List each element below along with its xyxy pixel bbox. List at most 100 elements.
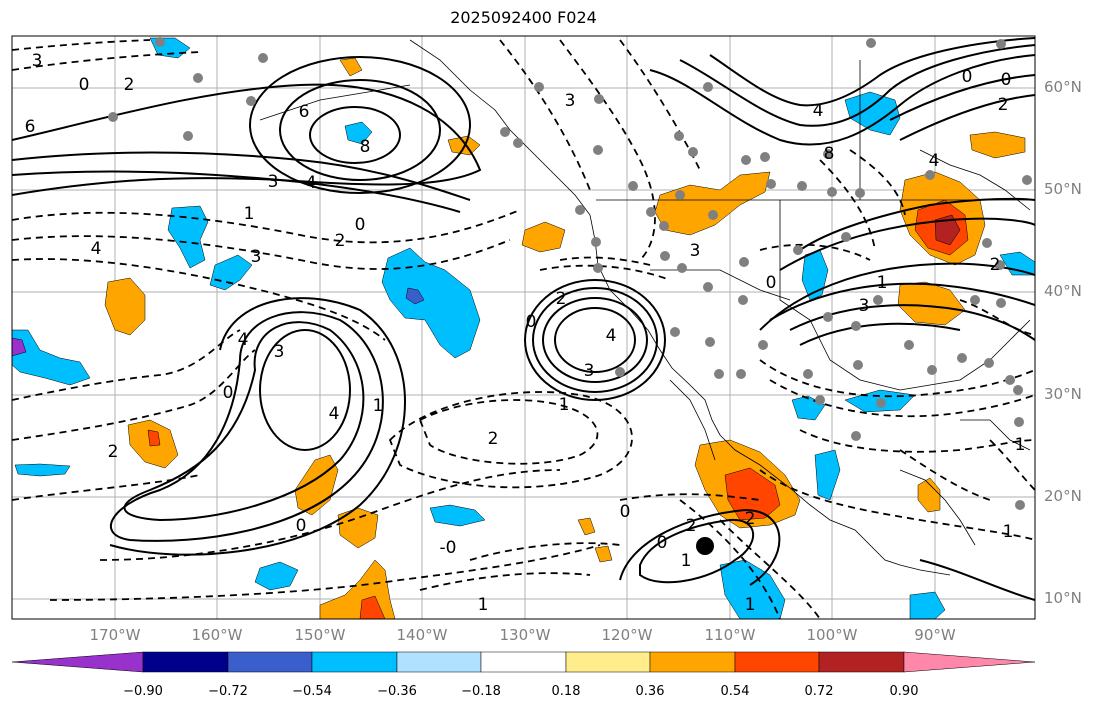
colorbar-segment [227,651,313,673]
fill-blob [381,247,481,359]
contour-label: 6 [299,102,310,122]
colorbar-segment [142,651,229,673]
longitude-label: 170°W [89,626,141,644]
contour-label: 0 [526,312,537,332]
fill-blob [934,214,961,246]
contour-label: 0 [79,75,90,95]
fill-blob [12,329,91,386]
contour-label: 4 [929,151,940,171]
fill-blob [254,561,299,591]
fill-blob [344,121,373,145]
colorbar-segment [311,651,398,673]
contour-label: 0 [766,273,777,293]
contour-label: 3 [584,361,595,381]
contour-label: 2 [556,289,567,309]
colorbar-tick-label: −0.72 [208,684,248,699]
longitude-label: 90°W [914,626,956,644]
colorbar-tick-label: 0.72 [804,684,834,699]
contour-label: 1 [681,551,692,571]
fill-blob [14,463,71,477]
contour-label: 1 [478,595,489,615]
colorbar-tick-label: 0.54 [720,684,750,699]
latitude-label: 10°N [1044,589,1082,607]
contour-label: 3 [32,51,43,71]
contour-label: 0 [657,533,668,553]
contour-label: 4 [91,239,102,259]
fill-blob [167,205,209,269]
longitude-label: 130°W [499,626,551,644]
coastlines-and-borders [259,39,1035,576]
latitude-label: 40°N [1044,282,1082,300]
contour-label: 8 [360,137,371,157]
contour-label: 1 [244,204,255,224]
contour-label: 4 [813,101,824,121]
colorbar-tick-label: −0.90 [123,684,163,699]
fill-blob [521,221,566,253]
contour-label: 8 [824,144,835,164]
contour-label: 1 [559,395,570,415]
contour-label: 3 [251,247,262,267]
longitude-label: 120°W [601,626,653,644]
station-dots [108,37,1032,510]
colorbar-tick-label: −0.36 [377,684,417,699]
contour-label: 2 [745,509,756,529]
colorbar-tick-label: 0.36 [635,684,665,699]
latitude-label: 60°N [1044,78,1082,96]
contour-label: 6 [25,117,36,137]
latitude-label: 20°N [1044,487,1082,505]
colorbar-segment [396,651,482,673]
fill-blob [969,131,1026,159]
colorbar-tick-label: 0.90 [889,684,919,699]
fill-blob [909,591,946,619]
fill-blob [104,277,146,336]
contour-label: 2 [990,255,1001,275]
colorbar-segment [903,651,1036,673]
colorbar-tick-label: 0.18 [551,684,581,699]
contour-label: 0 [355,215,366,235]
contour-label: 1 [1003,522,1014,542]
contour-label: 1 [745,595,756,615]
longitude-label: 150°W [294,626,346,644]
contour-labels: 0 2 3 6 8 3 4 0 1 2 4 3 4 3 2 0 1 2 3 4 … [25,51,1026,615]
latitude-label: 50°N [1044,180,1082,198]
colorbar-segment [11,651,144,673]
fill-blob [405,287,425,305]
longitude-label: 140°W [396,626,448,644]
latitude-label: 30°N [1044,385,1082,403]
colorbar-segment [649,651,736,673]
map-frame [11,35,1036,620]
contour-label: 1 [1015,435,1026,455]
contour-label: 0 [1001,70,1012,90]
fill-blob [814,449,841,501]
contour-label: 0 [620,502,631,522]
contour-label: 2 [488,429,499,449]
contour-label: 3 [565,91,576,111]
fill-blob [577,517,596,536]
contour-label: 1 [373,396,384,416]
solid-contours [12,37,1035,601]
fill-blob [724,467,781,521]
fill-blob [339,57,363,77]
longitude-label: 160°W [191,626,243,644]
fill-blob [429,504,486,527]
fill-blob [917,477,941,513]
contour-label: 3 [268,172,279,192]
contour-label: -0 [440,538,457,558]
fill-blob [337,507,379,549]
contour-label: 3 [274,342,285,362]
contour-label: 2 [108,442,119,462]
contour-label: 2 [335,231,346,251]
dashed-contours [12,39,1035,619]
storm-center-marker [696,537,714,555]
colorbar-segment [734,651,820,673]
contour-label: 4 [329,404,340,424]
fill-blob [594,545,613,563]
contour-label: 1 [877,273,888,293]
contour-label: 2 [686,516,697,536]
colorbar-segment [480,651,567,673]
map-title: 2025092400 F024 [450,8,597,27]
fill-blob [844,91,901,136]
contour-label: 2 [124,75,135,95]
contour-label: 0 [296,516,307,536]
contour-label: 2 [998,95,1009,115]
